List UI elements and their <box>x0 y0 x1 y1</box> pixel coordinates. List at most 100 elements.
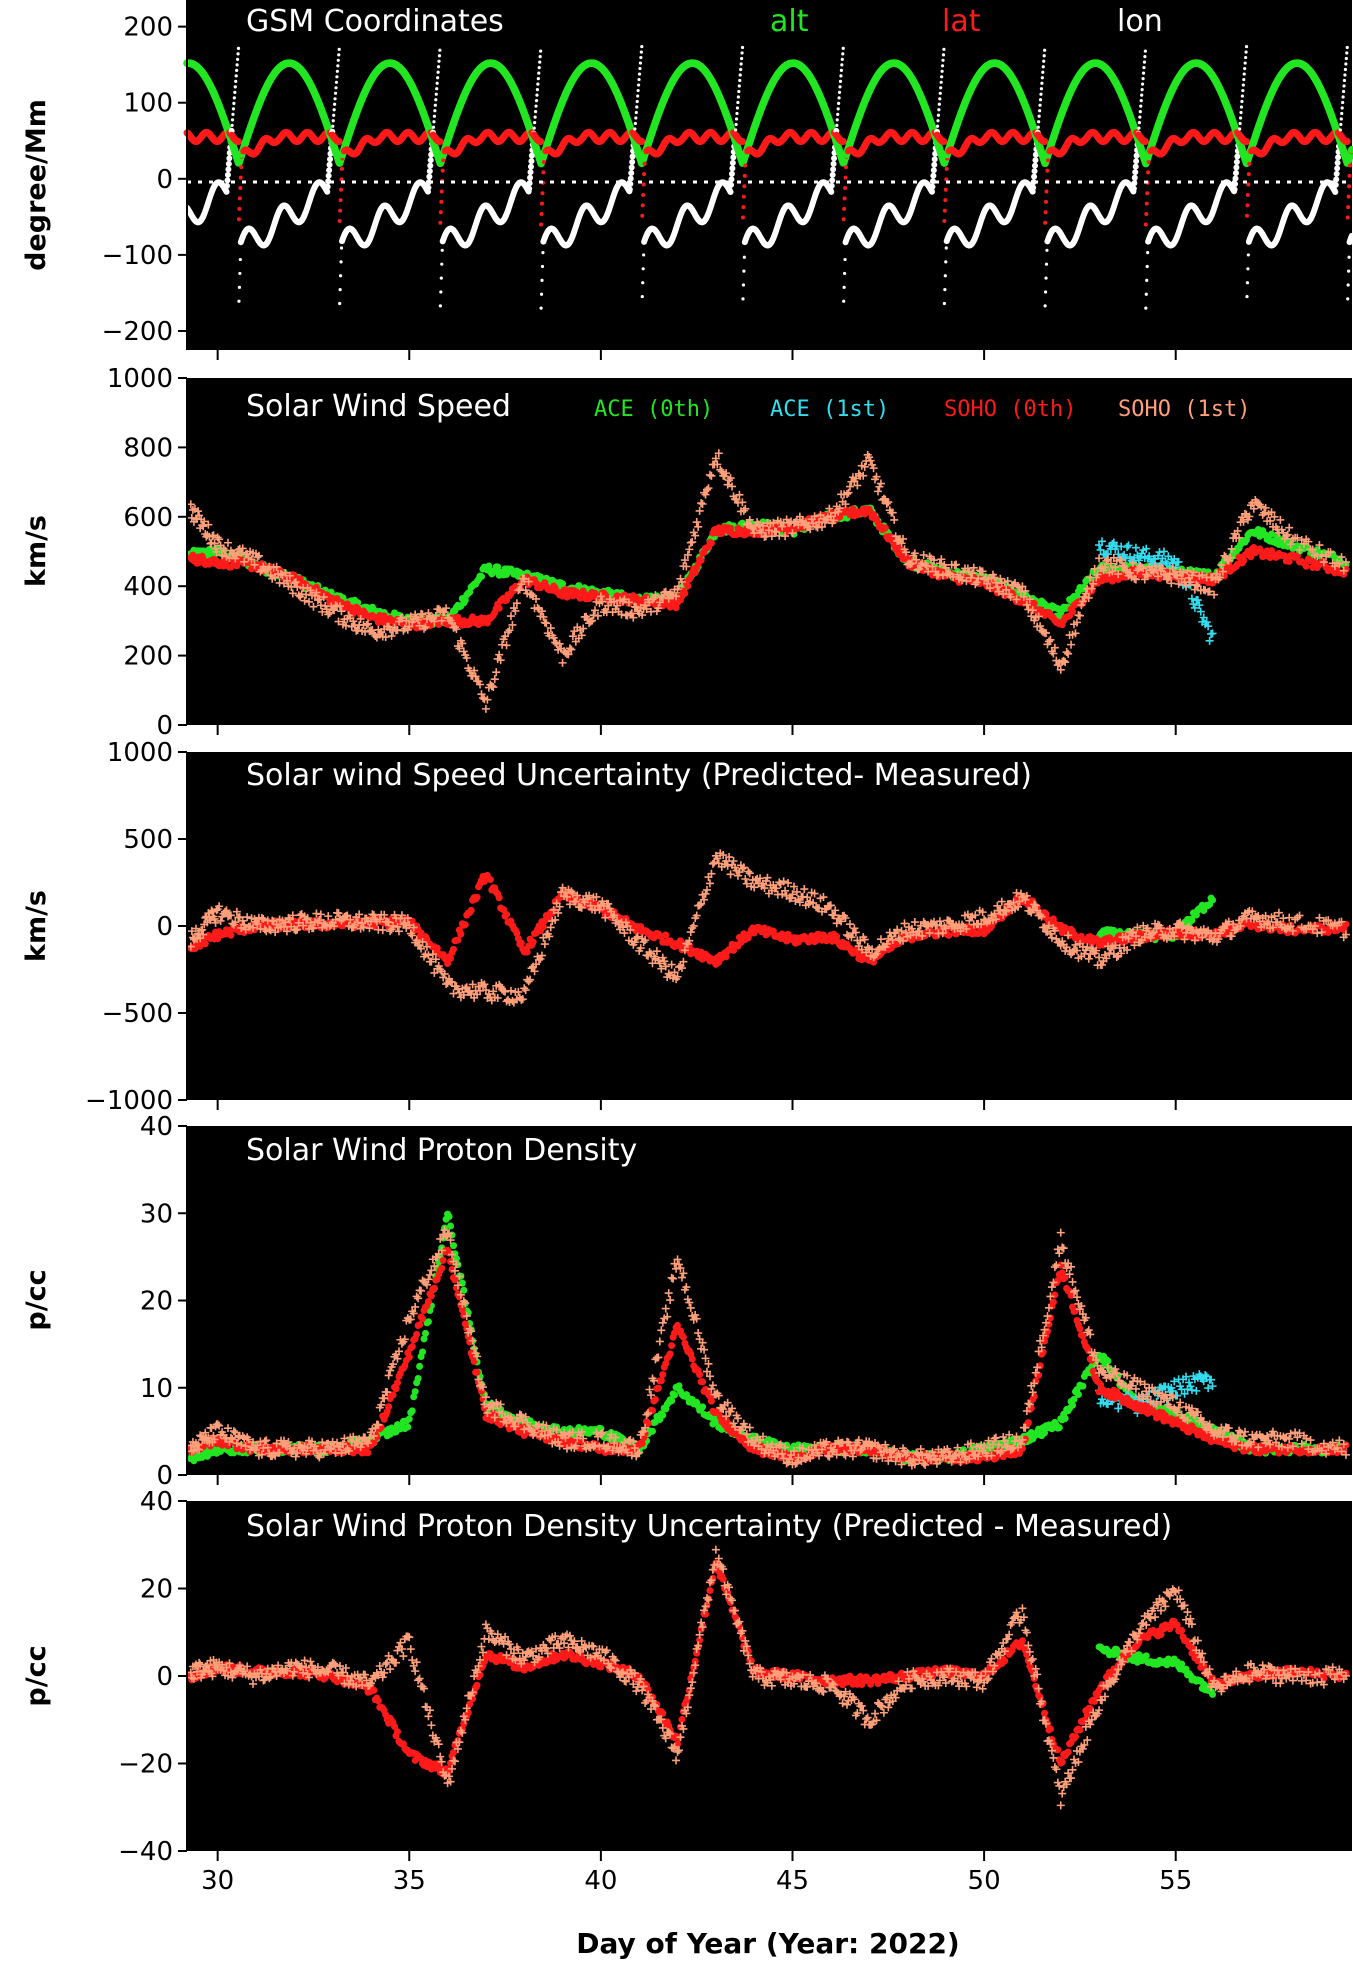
data-point-lat <box>238 186 242 190</box>
data-point-lon <box>740 51 743 54</box>
data-point-lat <box>940 138 947 145</box>
data-point-lat <box>537 138 544 145</box>
data-point-lon <box>739 73 742 76</box>
data-point-lon <box>945 246 948 249</box>
data-point-lon <box>831 161 837 167</box>
data-point-lat <box>339 198 343 202</box>
data-point-lat <box>539 222 543 226</box>
data-point-lon <box>735 112 738 115</box>
data-point-lon <box>534 116 537 119</box>
data-point-lon <box>939 86 942 89</box>
data-point-lat <box>641 193 645 197</box>
data-point-lat <box>237 207 241 211</box>
data-point-lon <box>841 52 844 55</box>
data-point-lon <box>540 293 543 296</box>
data-point-lon <box>528 164 534 170</box>
data-point-lon <box>638 67 641 70</box>
data-point-lon <box>942 53 945 56</box>
data-point-lon <box>729 165 735 171</box>
data-point-lat <box>743 174 747 178</box>
data-point-lat <box>540 202 544 206</box>
data-point-lon <box>230 124 233 127</box>
data-point-lon <box>742 283 745 286</box>
data-point-lon <box>837 102 840 105</box>
data-point-lon <box>427 163 433 169</box>
data-point-lon <box>637 78 640 81</box>
data-point-lon <box>237 47 240 50</box>
data-point-lon <box>938 103 941 106</box>
data-point-lon <box>438 49 441 52</box>
data-point-lon <box>738 84 741 87</box>
data-point-lon <box>737 95 740 98</box>
data-point-lon <box>642 267 645 270</box>
data-point-lon <box>426 174 432 180</box>
data-point-lon <box>637 83 640 86</box>
data-point-lon <box>828 189 834 195</box>
data-point-lon <box>224 177 230 183</box>
data-point-lon <box>428 157 434 163</box>
data-point-lon <box>231 113 234 116</box>
data-point-lon <box>944 274 947 277</box>
data-point-lon <box>433 115 436 118</box>
data-point-lat <box>540 212 544 216</box>
data-point-lat <box>439 200 443 204</box>
data-point-lat <box>742 195 746 199</box>
data-point-lon <box>635 105 638 108</box>
data-point-lat <box>438 221 442 225</box>
data-point-lat <box>340 167 344 171</box>
data-point-lon <box>224 183 230 189</box>
data-point-lon <box>333 103 336 106</box>
data-point-lon <box>931 162 937 168</box>
data-point-lon <box>224 189 230 195</box>
data-point-lat <box>943 198 947 202</box>
data-point-lon <box>235 74 238 77</box>
data-point-lon <box>535 99 538 102</box>
data-point-lon <box>538 61 541 64</box>
data-point-lon <box>332 119 335 122</box>
data-point-lon <box>225 166 231 172</box>
data-point-lon <box>233 96 236 99</box>
data-point-lon <box>734 123 737 126</box>
data-point-lon <box>637 89 640 92</box>
data-point-lon <box>231 118 234 121</box>
data-point-lon <box>234 85 237 88</box>
data-point-lon <box>236 52 239 55</box>
data-point-lon <box>235 69 238 72</box>
data-point-lon <box>536 83 539 86</box>
data-point-lon <box>439 304 442 307</box>
data-point-lon <box>536 88 539 91</box>
data-point-lon <box>838 91 841 94</box>
data-point-lat <box>843 196 847 200</box>
data-point-lon <box>338 302 341 305</box>
data-point-lat <box>844 176 848 180</box>
data-point-lon <box>226 161 232 167</box>
data-point-lon <box>640 50 643 53</box>
data-point-lon <box>743 256 746 259</box>
data-point-lon <box>836 113 839 116</box>
data-point-lon <box>238 272 241 275</box>
data-point-lat <box>436 138 443 145</box>
data-point-lat <box>338 209 342 213</box>
data-point-lon <box>238 286 241 289</box>
data-point-lon <box>938 97 941 100</box>
data-point-lat <box>642 172 646 176</box>
data-point-lon <box>944 260 947 263</box>
data-point-lon <box>435 87 438 90</box>
data-point-lon <box>736 106 739 109</box>
data-point-lon <box>931 167 937 173</box>
data-point-lon <box>634 116 637 119</box>
data-point-lon <box>439 290 442 293</box>
data-point-lat <box>238 196 242 200</box>
data-point-lon <box>836 118 839 121</box>
data-point-lon <box>528 158 534 164</box>
data-point-lon <box>533 127 536 130</box>
data-point-lon <box>634 122 637 125</box>
data-point-lon <box>438 54 441 57</box>
data-point-lat <box>943 209 947 213</box>
data-point-lat <box>842 207 846 211</box>
data-point-lon <box>334 86 337 89</box>
data-point-lat <box>842 217 846 221</box>
data-point-lon <box>639 56 642 59</box>
data-point-lon <box>225 172 231 178</box>
data-point-lat <box>237 217 241 221</box>
